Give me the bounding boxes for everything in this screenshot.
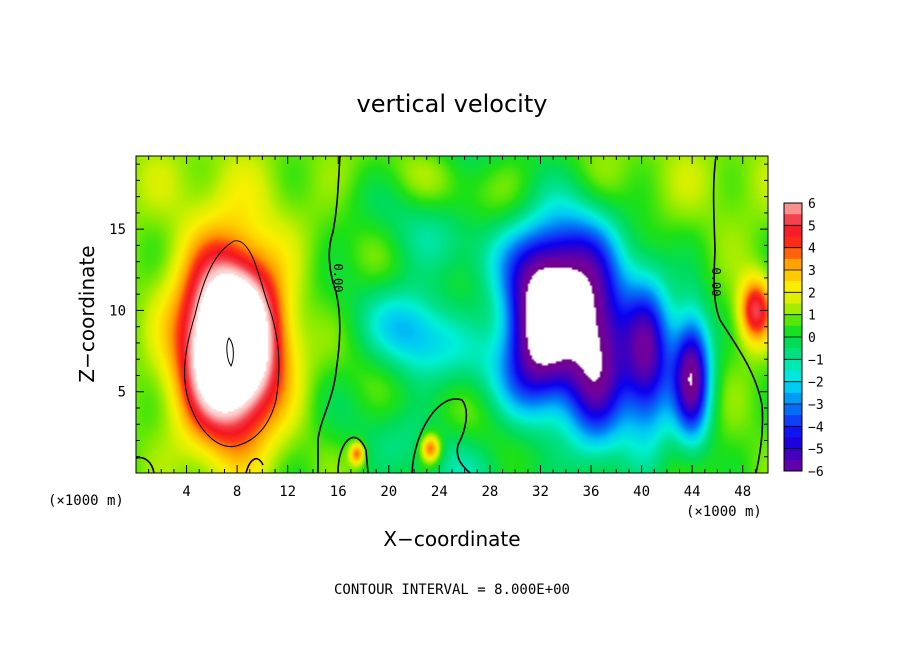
colorbar-label: 2 (808, 286, 816, 301)
y-axis-label: Z−coordinate (75, 245, 99, 382)
colorbar-swatch (784, 437, 802, 450)
colorbar-swatch (784, 236, 802, 249)
colorbar-label: 0 (808, 331, 816, 346)
colorbar: 6 5 4 3 2 1 0 −1 −2 −3 −4 −5 −6 (783, 197, 824, 480)
x-tick-label: 20 (380, 484, 397, 500)
core-contour-inner (226, 337, 234, 367)
colorbar-label: −5 (808, 443, 824, 458)
colorbar-swatch (784, 325, 802, 338)
x-tick-label: 28 (481, 484, 498, 500)
chart-title: vertical velocity (357, 90, 548, 118)
colorbar-label: 5 (808, 219, 816, 234)
x-tick-label: 44 (684, 484, 701, 500)
colorbar-label: 1 (808, 309, 816, 324)
colorbar-label: −4 (808, 420, 824, 435)
x-unit-label-left: (×1000 m) (48, 493, 124, 509)
contour-interval-note: CONTOUR INTERVAL = 8.000E+00 (334, 582, 570, 598)
colorbar-label: −1 (808, 353, 824, 368)
colorbar-label: −3 (808, 398, 824, 413)
colorbar-swatch (784, 303, 802, 316)
colorbar-swatch (784, 270, 802, 282)
colorbar-swatch (784, 404, 802, 416)
y-tick-label: 15 (109, 222, 126, 238)
colorbar-swatch (784, 225, 802, 237)
y-axis-ticks: 5 10 15 (109, 163, 768, 458)
plot-area: 0.00 0.00 (136, 156, 768, 473)
colorbar-swatch (784, 370, 802, 383)
colorbar-label: 3 (808, 264, 816, 279)
colorbar-swatch (784, 314, 802, 327)
zero-contour-updraft-small (337, 436, 369, 473)
colorbar-label: 6 (808, 197, 816, 212)
colorbar-label: −2 (808, 376, 824, 391)
colorbar-swatch (784, 247, 802, 260)
x-tick-label: 40 (633, 484, 650, 500)
zero-contour-lines (136, 156, 764, 473)
colorbar-label: 4 (808, 242, 816, 257)
x-tick-label: 12 (279, 484, 296, 500)
x-tick-label: 4 (182, 484, 190, 500)
x-tick-label: 32 (532, 484, 549, 500)
colorbar-swatch (784, 392, 802, 405)
colorbar-swatch (784, 337, 802, 349)
colorbar-swatch (784, 281, 802, 293)
x-unit-label-right: (×1000 m) (686, 504, 762, 520)
zero-contour-corner (136, 456, 155, 473)
x-axis-ticks: 4 8 12 16 20 24 28 32 36 40 44 48 (148, 156, 756, 500)
core-contour-lines (184, 240, 280, 448)
colorbar-swatch (784, 348, 802, 360)
colorbar-swatch (784, 426, 802, 438)
x-axis-label: X−coordinate (383, 527, 520, 551)
colorbar-swatch (784, 381, 802, 394)
x-tick-label: 48 (734, 484, 751, 500)
colorbar-swatch (784, 415, 802, 427)
colorbar-swatch (784, 214, 802, 226)
x-tick-label: 24 (431, 484, 448, 500)
x-tick-label: 8 (233, 484, 241, 500)
x-tick-label: 16 (330, 484, 347, 500)
core-contour-outer (184, 240, 280, 448)
contour-label-left: 0.00 (331, 264, 345, 293)
contour-label-right: 0.00 (709, 268, 723, 297)
zero-contour-updraft-arch (411, 398, 471, 473)
x-tick-label: 36 (583, 484, 600, 500)
colorbar-swatch (784, 448, 802, 461)
zero-contour-left (317, 156, 341, 473)
y-tick-label: 10 (109, 303, 126, 319)
colorbar-swatch (784, 292, 802, 304)
colorbar-label: −6 (808, 465, 824, 480)
zero-contour-right (712, 156, 764, 473)
y-tick-label: 5 (118, 385, 126, 401)
colorbar-swatch (784, 359, 802, 371)
velocity-heatmap (136, 156, 768, 473)
colorbar-swatch (784, 459, 802, 472)
colorbar-swatch (784, 203, 802, 215)
colorbar-swatch (784, 258, 802, 271)
zero-contour-foot (245, 457, 264, 473)
